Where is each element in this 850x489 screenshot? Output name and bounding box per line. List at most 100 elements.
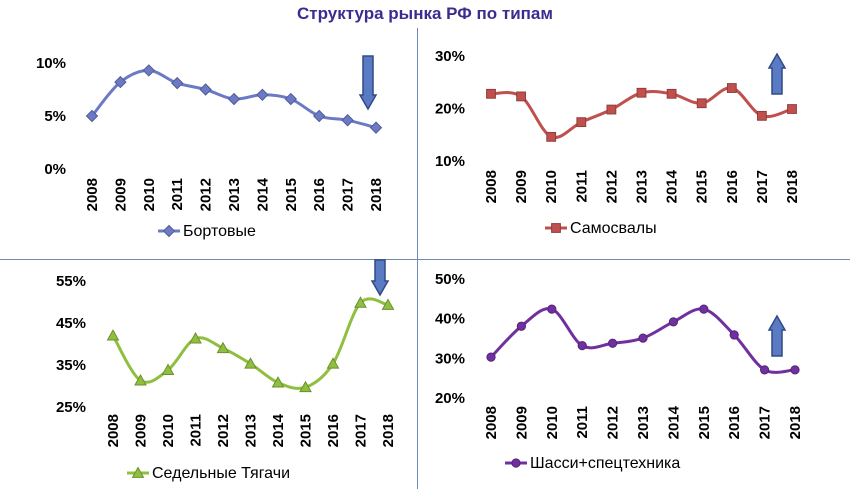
legend-marker	[162, 224, 176, 238]
x-tick-label: 2008	[483, 170, 500, 203]
horizontal-divider	[0, 259, 850, 260]
x-tick-label: 2014	[270, 413, 287, 447]
x-tick-label: 2010	[544, 406, 561, 439]
x-tick-label: 2009	[513, 170, 530, 203]
data-point	[576, 117, 587, 128]
x-tick-label: 2017	[754, 170, 771, 203]
x-tick-label: 2008	[105, 414, 122, 447]
legend-marker	[551, 223, 561, 233]
x-tick-label: 2010	[141, 178, 158, 211]
legend: Шасси+спецтехника	[505, 455, 680, 472]
y-tick-label: 10%	[36, 55, 66, 72]
y-tick-label: 50%	[435, 271, 465, 288]
x-tick-label: 2013	[226, 178, 243, 211]
data-point	[668, 317, 679, 327]
x-tick-label: 2018	[380, 414, 397, 447]
data-point	[636, 87, 647, 98]
legend-marker	[511, 458, 521, 468]
data-point	[577, 341, 587, 351]
x-tick-label: 2009	[513, 406, 530, 439]
x-tick-label: 2011	[169, 178, 186, 211]
y-tick-label: 35%	[56, 357, 86, 374]
legend-label: Шасси+спецтехника	[530, 455, 680, 472]
data-point	[516, 91, 527, 102]
data-point	[85, 109, 99, 123]
y-tick-label: 5%	[44, 108, 66, 125]
x-tick-label: 2009	[112, 178, 129, 211]
x-tick-label: 2014	[665, 405, 682, 439]
data-point	[696, 98, 707, 109]
x-tick-label: 2010	[543, 170, 560, 203]
data-point	[354, 296, 367, 308]
data-point	[216, 341, 230, 354]
x-tick-label: 2017	[340, 178, 357, 211]
y-tick-label: 30%	[435, 48, 465, 65]
x-tick-label: 2015	[696, 406, 713, 439]
trend-arrow-down	[358, 55, 378, 111]
y-tick-label: 20%	[435, 390, 465, 407]
data-point	[486, 88, 496, 99]
x-tick-label: 2013	[243, 414, 260, 447]
data-point	[199, 83, 212, 96]
x-tick-label: 2011	[188, 414, 205, 447]
y-tick-label: 10%	[435, 153, 465, 170]
legend-label: Бортовые	[183, 223, 256, 240]
x-tick-label: 2018	[784, 170, 801, 203]
x-tick-label: 2012	[215, 414, 232, 447]
data-point	[726, 83, 737, 93]
data-point	[284, 92, 298, 106]
data-point	[666, 88, 677, 99]
legend: Самосвалы	[545, 220, 657, 237]
data-point	[161, 363, 175, 375]
data-point	[106, 329, 120, 341]
legend: Седельные Тягачи	[127, 465, 290, 482]
data-point	[638, 333, 648, 343]
data-point	[759, 365, 770, 375]
y-tick-label: 0%	[44, 161, 66, 178]
data-point	[312, 109, 326, 123]
data-point	[256, 88, 269, 102]
data-point	[369, 121, 383, 134]
data-point	[189, 332, 202, 344]
y-tick-label: 55%	[56, 273, 86, 290]
data-point	[547, 304, 557, 314]
data-point	[244, 357, 257, 369]
x-tick-label: 2012	[198, 178, 215, 211]
y-tick-label: 45%	[56, 315, 86, 332]
x-tick-label: 2016	[311, 178, 328, 211]
data-point	[381, 298, 395, 310]
x-tick-label: 2008	[483, 406, 500, 439]
data-point	[170, 76, 184, 90]
data-point	[341, 114, 354, 127]
data-point	[326, 357, 340, 369]
data-point	[546, 131, 557, 142]
data-point	[516, 321, 527, 331]
data-point	[729, 330, 739, 340]
legend-label: Самосвалы	[570, 220, 657, 237]
data-point	[227, 92, 241, 106]
x-tick-label: 2015	[283, 178, 300, 211]
data-point	[142, 64, 156, 77]
data-point	[114, 75, 127, 89]
x-tick-label: 2016	[724, 170, 741, 203]
x-tick-label: 2016	[726, 406, 743, 439]
data-point	[790, 365, 800, 375]
chart-title: Структура рынка РФ по типам	[297, 4, 553, 23]
x-tick-label: 2018	[787, 406, 804, 439]
x-tick-label: 2011	[574, 406, 591, 439]
data-point	[757, 110, 767, 121]
x-tick-label: 2009	[133, 414, 150, 447]
data-point	[271, 376, 285, 388]
data-point	[299, 380, 312, 393]
legend-marker	[131, 466, 145, 478]
trend-arrow-down	[370, 259, 390, 297]
trend-arrow-up	[767, 314, 787, 357]
x-tick-label: 2011	[573, 170, 590, 203]
x-tick-label: 2014	[254, 177, 271, 211]
x-tick-label: 2008	[84, 178, 101, 211]
x-tick-label: 2013	[634, 170, 651, 203]
